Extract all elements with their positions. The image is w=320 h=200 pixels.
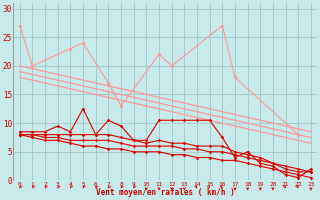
X-axis label: Vent moyen/en rafales ( km/h ): Vent moyen/en rafales ( km/h ) <box>96 188 235 197</box>
